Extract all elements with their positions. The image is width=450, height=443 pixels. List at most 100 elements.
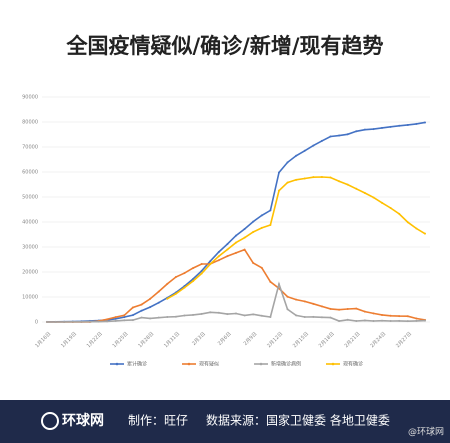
point (398, 212, 401, 215)
point (123, 319, 126, 322)
point (355, 307, 358, 310)
point (174, 315, 177, 318)
point (131, 314, 134, 317)
point (166, 316, 169, 319)
point (346, 133, 349, 136)
point (329, 176, 332, 179)
point (295, 178, 298, 181)
point (295, 298, 298, 301)
point (183, 272, 186, 275)
point (389, 319, 392, 322)
point (329, 316, 332, 319)
point (277, 189, 280, 192)
point (398, 319, 401, 322)
point (269, 209, 272, 212)
point (312, 302, 315, 305)
point (406, 221, 409, 224)
point (389, 206, 392, 209)
point (97, 320, 100, 323)
point (149, 317, 152, 320)
point (424, 121, 426, 124)
point (320, 305, 323, 308)
y-tick-label: 80000 (22, 120, 38, 126)
point (381, 201, 384, 204)
point (149, 306, 152, 309)
point (252, 220, 255, 223)
point (140, 316, 143, 319)
point (260, 314, 263, 317)
point (114, 317, 117, 320)
point (200, 312, 203, 315)
point (372, 319, 375, 322)
point (286, 295, 289, 298)
point (71, 320, 74, 323)
point (363, 319, 366, 322)
point (106, 320, 109, 323)
point (372, 312, 375, 315)
point (346, 307, 349, 310)
point (269, 224, 272, 226)
point (277, 171, 280, 174)
point (286, 161, 289, 164)
point (355, 320, 358, 323)
point (192, 280, 195, 283)
point (363, 191, 366, 194)
point (217, 311, 220, 314)
point (389, 314, 392, 317)
legend-label: 现有确诊 (343, 361, 363, 368)
point (46, 320, 48, 323)
point (217, 250, 220, 253)
point (303, 149, 306, 152)
point (209, 263, 212, 266)
point (235, 234, 237, 237)
point (252, 262, 255, 265)
logo-text: 环球网 (62, 412, 104, 429)
point (260, 226, 263, 229)
watermark: @环球网 (408, 426, 444, 438)
point (320, 139, 323, 142)
point (114, 319, 117, 322)
footer-band (0, 400, 450, 443)
point (174, 292, 177, 295)
point (131, 319, 134, 322)
point (226, 255, 229, 258)
point (415, 227, 418, 230)
point (192, 313, 195, 316)
point (329, 135, 332, 138)
point (200, 272, 203, 275)
point (243, 314, 246, 317)
point (346, 183, 349, 186)
point (192, 267, 195, 270)
point (355, 130, 358, 133)
point (295, 154, 298, 157)
point (140, 303, 143, 306)
point (63, 320, 66, 323)
point (372, 196, 375, 199)
point (303, 300, 306, 303)
point (183, 314, 186, 317)
legend-swatch-dot (259, 362, 263, 366)
point (226, 243, 229, 246)
legend-swatch-dot (187, 362, 191, 366)
point (157, 316, 160, 319)
point (415, 317, 418, 320)
point (286, 308, 289, 311)
point (166, 297, 169, 300)
point (312, 315, 315, 318)
y-tick-label: 70000 (22, 145, 38, 151)
point (406, 123, 409, 126)
point (166, 282, 169, 285)
point (226, 248, 229, 251)
point (338, 180, 341, 183)
legend-label: 新增确诊病例 (271, 361, 301, 368)
point (192, 277, 195, 280)
point (398, 315, 401, 318)
point (88, 320, 91, 323)
point (381, 126, 384, 129)
point (140, 309, 143, 312)
point (80, 320, 83, 323)
y-tick-label: 30000 (22, 245, 38, 251)
point (260, 214, 263, 217)
